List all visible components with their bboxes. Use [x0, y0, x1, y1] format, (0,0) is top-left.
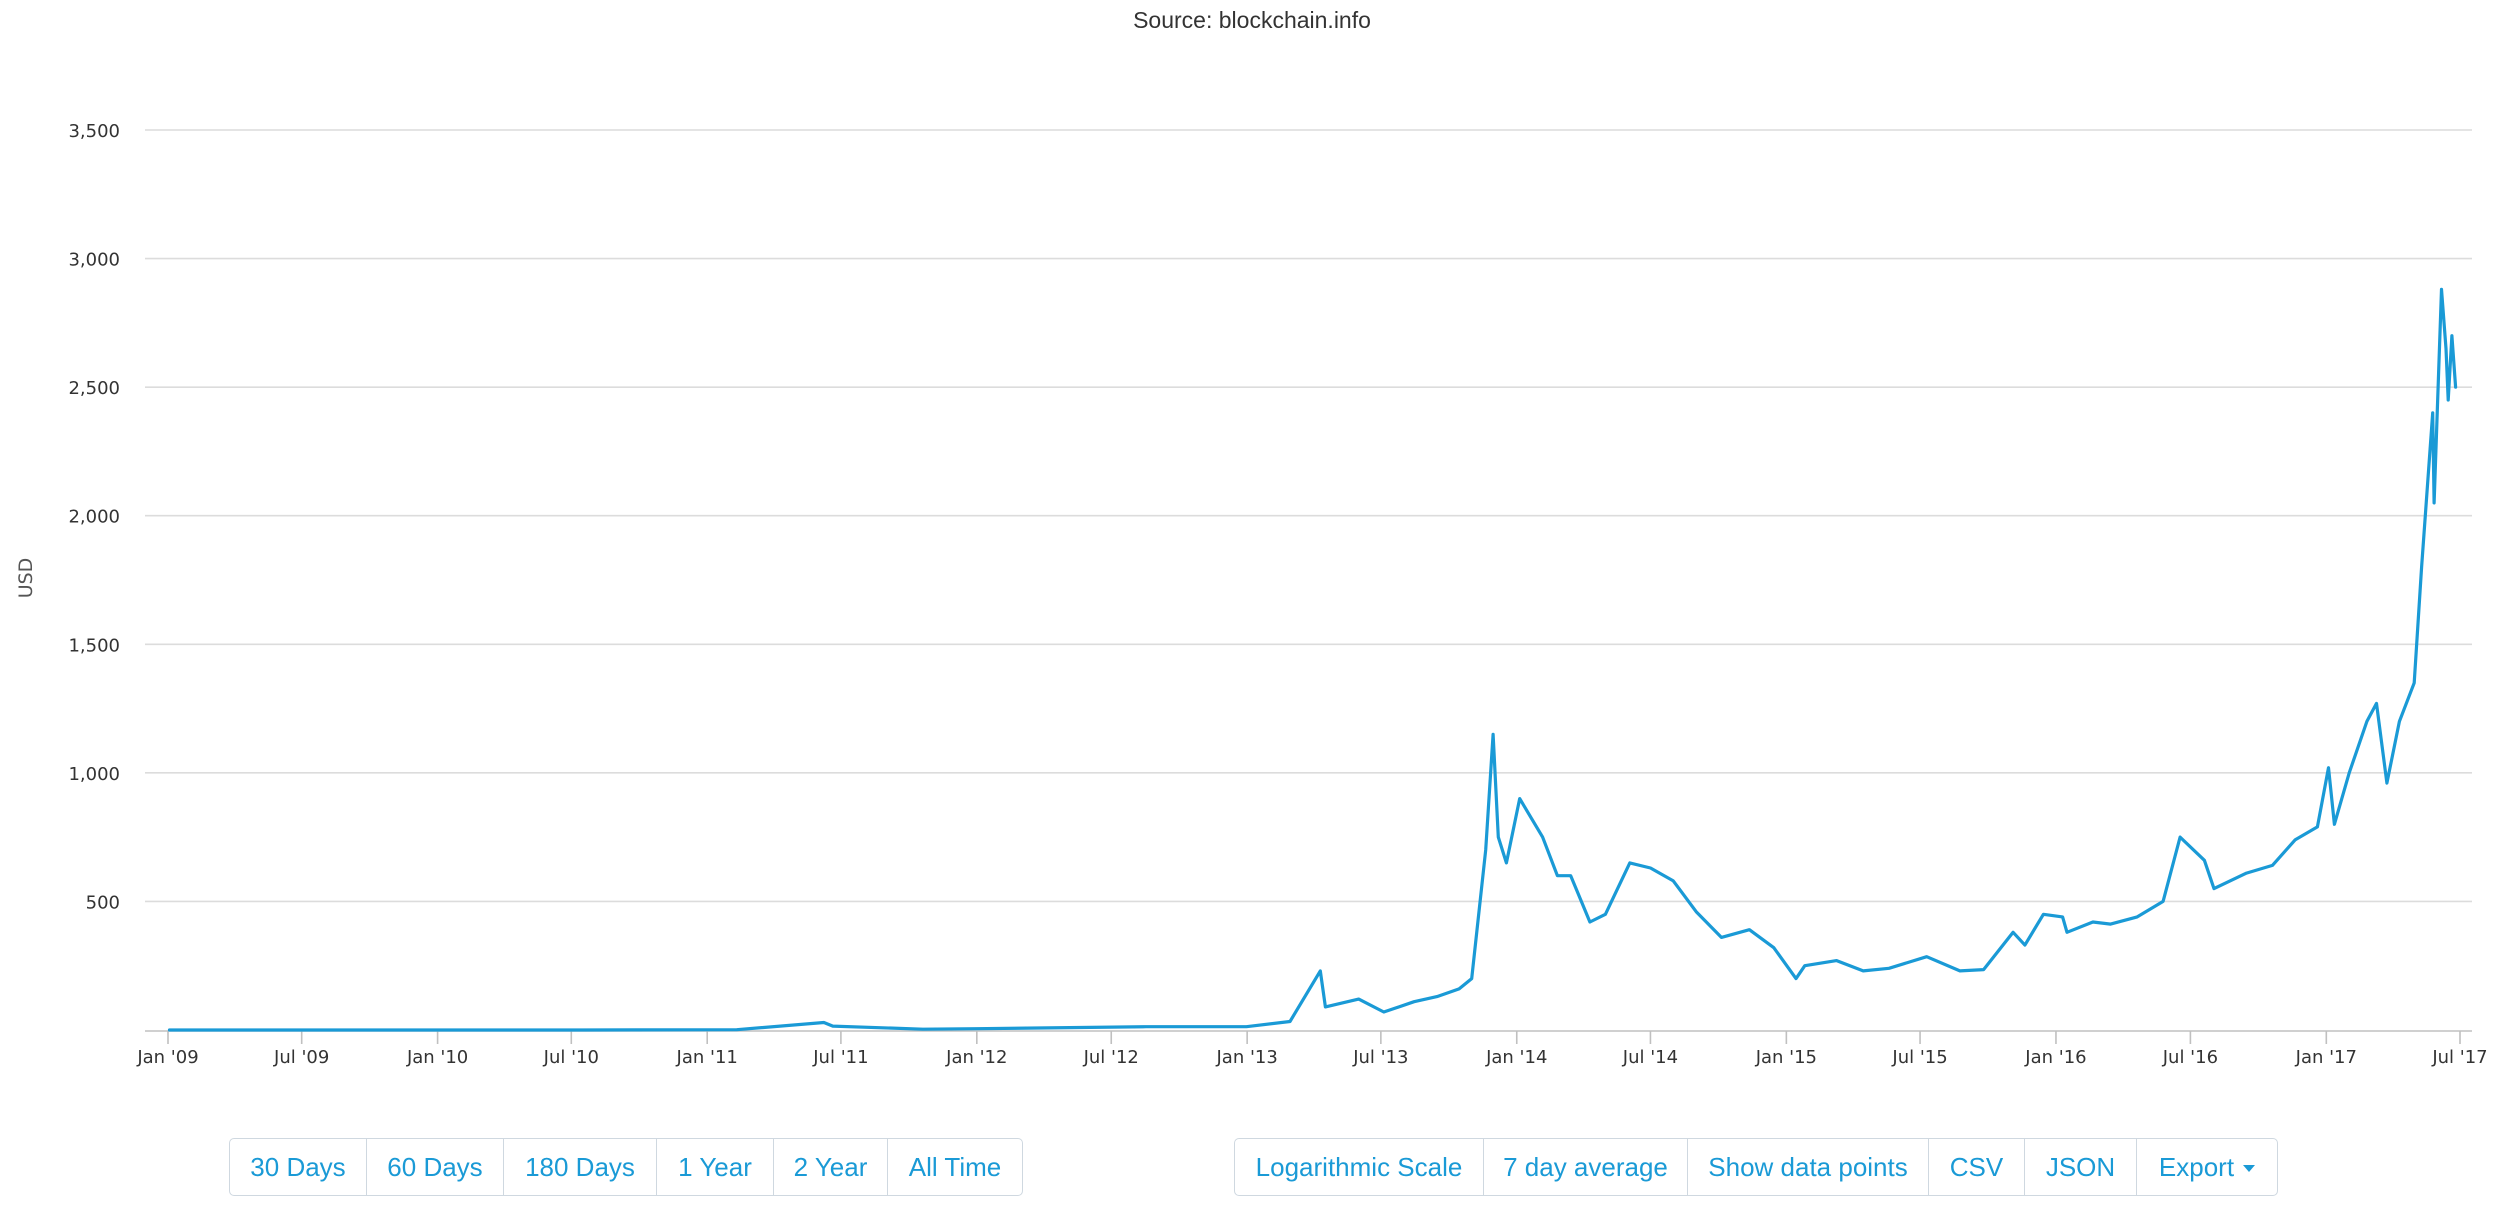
x-tick-label: Jul '16 — [2162, 1047, 2218, 1068]
y-axis-title: USD — [15, 558, 37, 599]
x-tick-label: Jan '11 — [676, 1047, 738, 1068]
x-axis-ticks: Jan '09 Jul '09 Jan '10 Jul '10 Jan '11 Jul '… — [136, 1030, 2488, 1068]
x-tick-label: Jan '10 — [406, 1047, 468, 1068]
x-tick-label: Jan '17 — [2295, 1047, 2357, 1068]
seven-day-average-button[interactable]: 7 day average — [1484, 1139, 1688, 1195]
y-tick-label: 500 — [86, 892, 120, 913]
json-button[interactable]: JSON — [2025, 1139, 2137, 1195]
x-tick-label: Jul '12 — [1083, 1047, 1139, 1068]
y-tick-label: 1,500 — [68, 635, 120, 656]
y-tick-label: 1,000 — [68, 764, 120, 785]
range-60-days-button[interactable]: 60 Days — [367, 1139, 504, 1195]
export-button[interactable]: Export — [2137, 1139, 2277, 1195]
range-30-days-button[interactable]: 30 Days — [230, 1139, 367, 1195]
x-tick-label: Jan '13 — [1215, 1047, 1277, 1068]
logarithmic-scale-button[interactable]: Logarithmic Scale — [1235, 1139, 1484, 1195]
x-tick-label: Jan '09 — [136, 1047, 198, 1068]
series-layer — [167, 287, 2458, 1032]
csv-button[interactable]: CSV — [1929, 1139, 2025, 1195]
caret-down-icon — [2243, 1165, 2256, 1172]
x-tick-label: Jul '09 — [273, 1047, 329, 1068]
export-button-label: Export — [2158, 1151, 2235, 1182]
x-tick-label: Jul '10 — [543, 1047, 599, 1068]
show-data-points-button[interactable]: Show data points — [1688, 1139, 1929, 1195]
chart-source-subtitle: Source: blockchain.info — [1133, 7, 1371, 33]
range-1-year-button[interactable]: 1 Year — [657, 1139, 774, 1195]
x-tick-label: Jul '17 — [2431, 1047, 2487, 1068]
series-line — [167, 287, 2458, 1032]
range-all-time-button[interactable]: All Time — [908, 1151, 1002, 1182]
range-180-days-button[interactable]: 180 Days — [504, 1139, 657, 1195]
range-2-year-button[interactable]: 2 Year — [774, 1139, 888, 1195]
y-axis-ticks: 500 1,000 1,500 2,000 2,500 3,000 3,500 — [68, 121, 120, 913]
x-tick-label: Jul '14 — [1622, 1047, 1678, 1068]
y-tick-label: 3,000 — [68, 250, 120, 271]
x-tick-label: Jan '12 — [945, 1047, 1007, 1068]
y-tick-label: 2,500 — [68, 378, 120, 399]
chart-options-button-group: Logarithmic Scale 7 day average Show dat… — [1234, 1138, 2278, 1196]
x-tick-label: Jan '14 — [1485, 1047, 1547, 1068]
gridlines — [145, 129, 2472, 903]
x-tick-label: Jul '15 — [1891, 1047, 1947, 1068]
x-tick-label: Jul '13 — [1352, 1047, 1408, 1068]
x-tick-label: Jan '15 — [1755, 1047, 1817, 1068]
x-tick-label: Jul '11 — [812, 1047, 868, 1068]
y-tick-label: 3,500 — [68, 121, 120, 142]
x-tick-label: Jan '16 — [2024, 1047, 2086, 1068]
time-range-button-group: 30 Days 60 Days 180 Days 1 Year 2 Year A… — [229, 1138, 1023, 1196]
y-tick-label: 2,000 — [68, 507, 120, 528]
